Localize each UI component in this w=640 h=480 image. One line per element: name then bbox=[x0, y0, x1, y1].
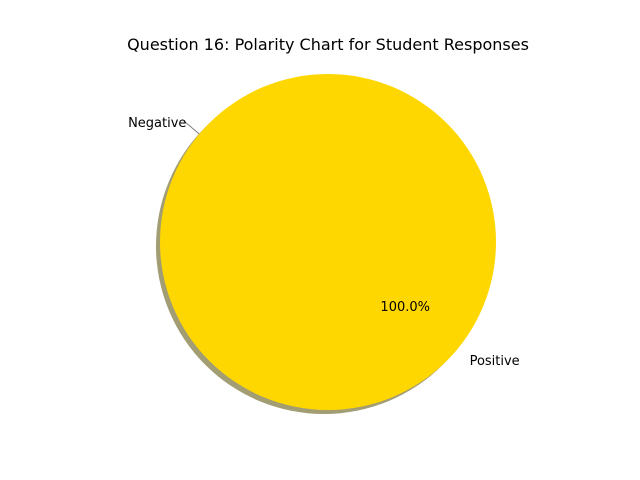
pie-label-negative: Negative bbox=[128, 116, 186, 131]
pie-slice-positive bbox=[160, 74, 496, 410]
chart-title: Question 16: Polarity Chart for Student … bbox=[127, 35, 529, 54]
pie-label-positive: Positive bbox=[470, 354, 520, 369]
pie-pct-positive: 100.0% bbox=[380, 300, 430, 315]
pie-leader-negative bbox=[183, 120, 200, 135]
